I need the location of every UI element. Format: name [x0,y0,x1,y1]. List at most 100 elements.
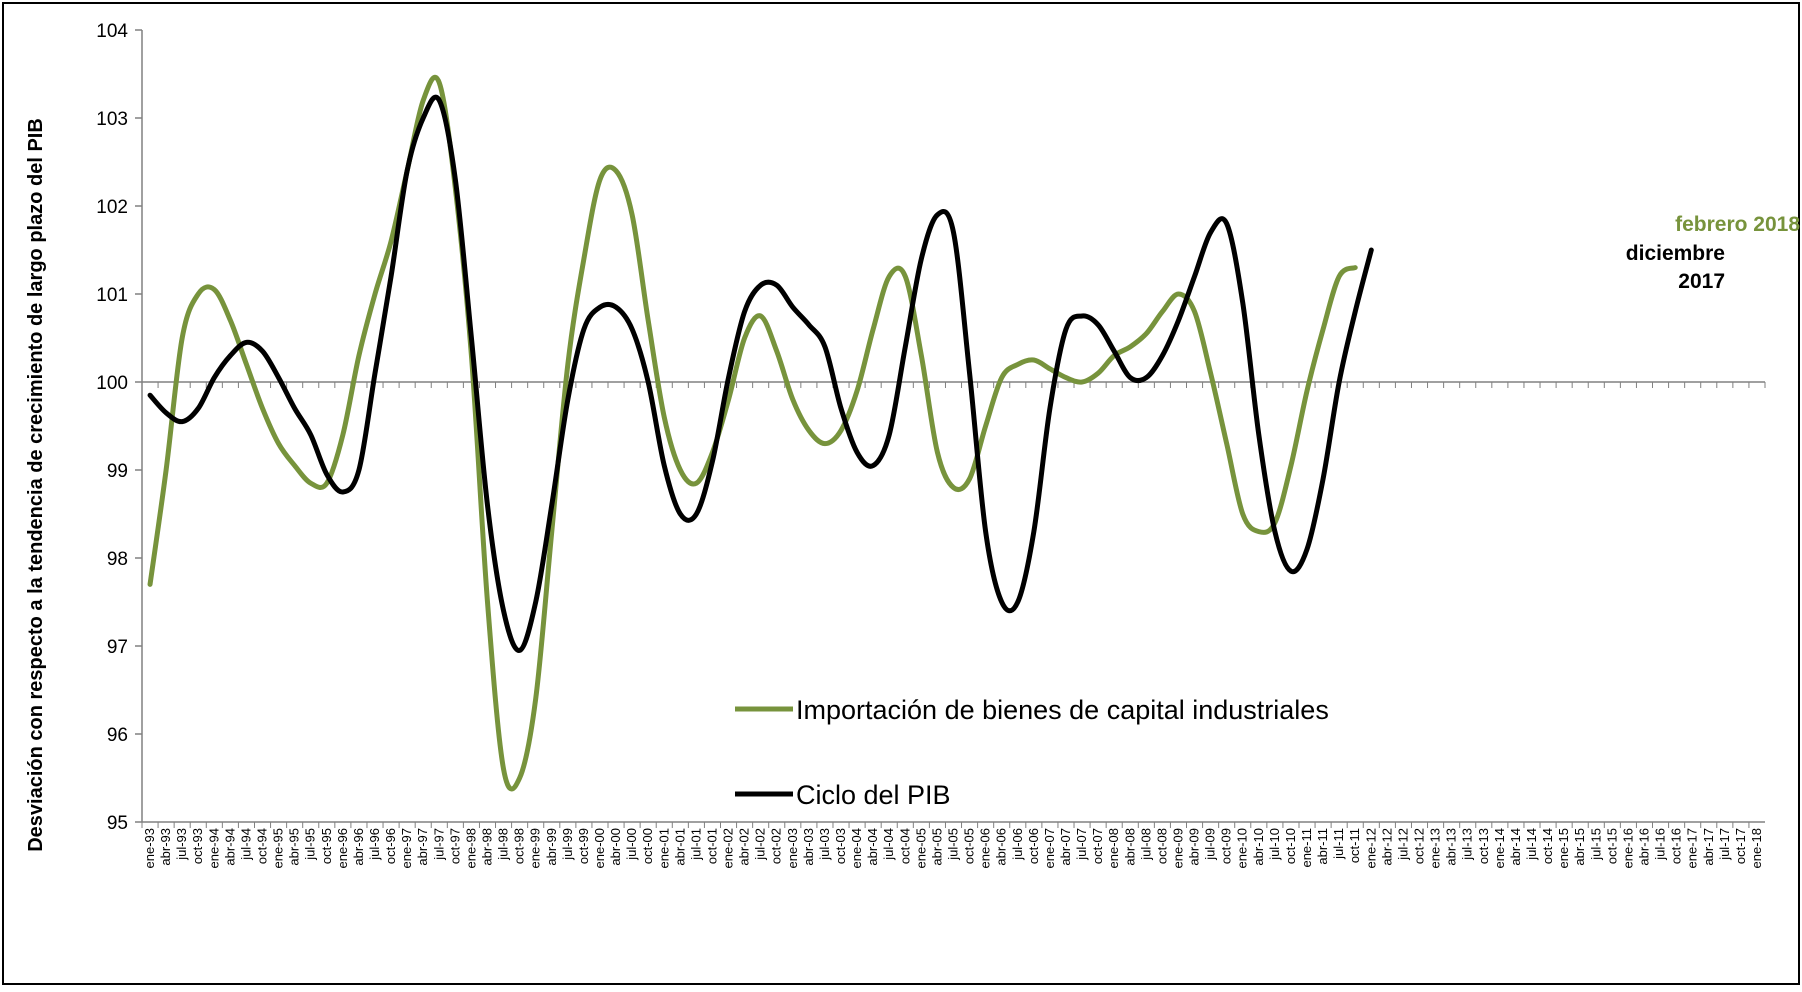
x-tick-label: ene-13 [1428,828,1443,868]
data-point-imports [246,364,247,365]
x-tick-label: oct-07 [1090,828,1105,864]
data-point-pib [760,285,761,286]
x-tick-label: jul-11 [1331,828,1346,860]
data-point-imports [1307,390,1308,391]
x-tick-label: abr-93 [158,828,173,866]
x-tick-label: ene-06 [978,828,993,868]
data-point-imports [1355,267,1356,268]
x-tick-label: oct-08 [1154,828,1169,864]
data-point-imports [294,465,295,466]
data-point-pib [905,346,906,347]
data-point-imports [841,430,842,431]
data-point-pib [1274,531,1275,532]
x-tick-label: abr-00 [608,828,623,866]
x-tick-label: oct-93 [190,828,205,864]
x-tick-label: abr-16 [1636,828,1651,866]
data-point-pib [182,421,183,422]
x-tick-label: oct-99 [576,828,591,864]
data-point-imports [905,276,906,277]
data-point-pib [632,329,633,330]
data-point-pib [246,342,247,343]
y-tick-label: 100 [96,373,128,394]
x-tick-label: jul-05 [946,828,961,861]
x-tick-label: jul-13 [1460,828,1475,861]
data-point-imports [423,100,424,101]
x-tick-label: jul-04 [881,828,896,861]
data-point-pib [583,329,584,330]
x-tick-label: oct-06 [1026,828,1041,864]
data-point-imports [744,338,745,339]
x-tick-label: ene-96 [335,828,350,868]
data-point-pib [1082,316,1083,317]
data-point-imports [680,470,681,471]
x-tick-label: jul-14 [1524,828,1539,861]
data-point-pib [439,100,440,101]
data-point-pib [1210,232,1211,233]
data-point-pib [230,355,231,356]
x-tick-label: ene-10 [1235,828,1250,868]
data-point-pib [310,434,311,435]
data-point-pib [214,377,215,378]
x-tick-label: jul-99 [560,828,575,861]
data-point-pib [824,346,825,347]
data-point-pib [841,408,842,409]
data-point-imports [760,316,761,317]
x-tick-label: jul-02 [753,828,768,861]
data-point-imports [632,214,633,215]
data-point-imports [1290,465,1291,466]
data-point-imports [792,399,793,400]
x-tick-label: jul-15 [1588,828,1603,861]
y-tick-label: 95 [107,813,128,834]
data-point-pib [1098,324,1099,325]
x-tick-label: oct-04 [897,828,912,864]
data-point-imports [1194,311,1195,312]
x-tick-label: jul-01 [688,828,703,861]
x-tick-label: oct-16 [1669,828,1684,864]
x-tick-label: abr-14 [1508,828,1523,866]
data-point-pib [503,610,504,611]
x-tick-label: jul-10 [1267,828,1282,861]
data-point-pib [294,408,295,409]
x-tick-label: abr-94 [222,828,237,866]
data-point-imports [599,179,600,180]
x-tick-label: abr-04 [865,828,880,866]
data-point-pib [150,395,151,396]
x-tick-label: oct-15 [1604,828,1619,864]
x-tick-label: ene-08 [1106,828,1121,868]
data-point-pib [519,650,520,651]
x-tick-label: ene-00 [592,828,607,868]
x-tick-label: ene-03 [785,828,800,868]
data-point-imports [1001,377,1002,378]
data-point-pib [487,505,488,506]
data-point-pib [969,373,970,374]
x-tick-label: ene-09 [1170,828,1185,868]
data-point-pib [407,170,408,171]
data-point-pib [792,307,793,308]
y-tick-label: 99 [107,461,128,482]
x-tick-label: ene-17 [1685,828,1700,868]
x-tick-label: abr-01 [672,828,687,866]
x-tick-label: abr-10 [1251,828,1266,866]
data-point-pib [728,377,729,378]
data-point-pib [1307,549,1308,550]
data-point-pib [1226,223,1227,224]
data-point-imports [1017,364,1018,365]
x-tick-label: ene-99 [528,828,543,868]
x-tick-label: ene-05 [913,828,928,868]
x-tick-label: oct-05 [962,828,977,864]
data-point-pib [648,382,649,383]
series-line-pib [147,94,1374,653]
data-point-imports [1130,346,1131,347]
data-point-imports [551,531,552,532]
x-tick-label: abr-05 [929,828,944,866]
data-point-pib [358,470,359,471]
x-tick-label: ene-16 [1620,828,1635,868]
data-point-imports [1049,368,1050,369]
data-point-imports [664,417,665,418]
x-tick-label: oct-09 [1219,828,1234,864]
data-point-imports [953,487,954,488]
x-tick-label: abr-98 [479,828,494,866]
x-tick-label: jul-07 [1074,828,1089,861]
data-point-imports [1339,276,1340,277]
data-point-imports [873,329,874,330]
